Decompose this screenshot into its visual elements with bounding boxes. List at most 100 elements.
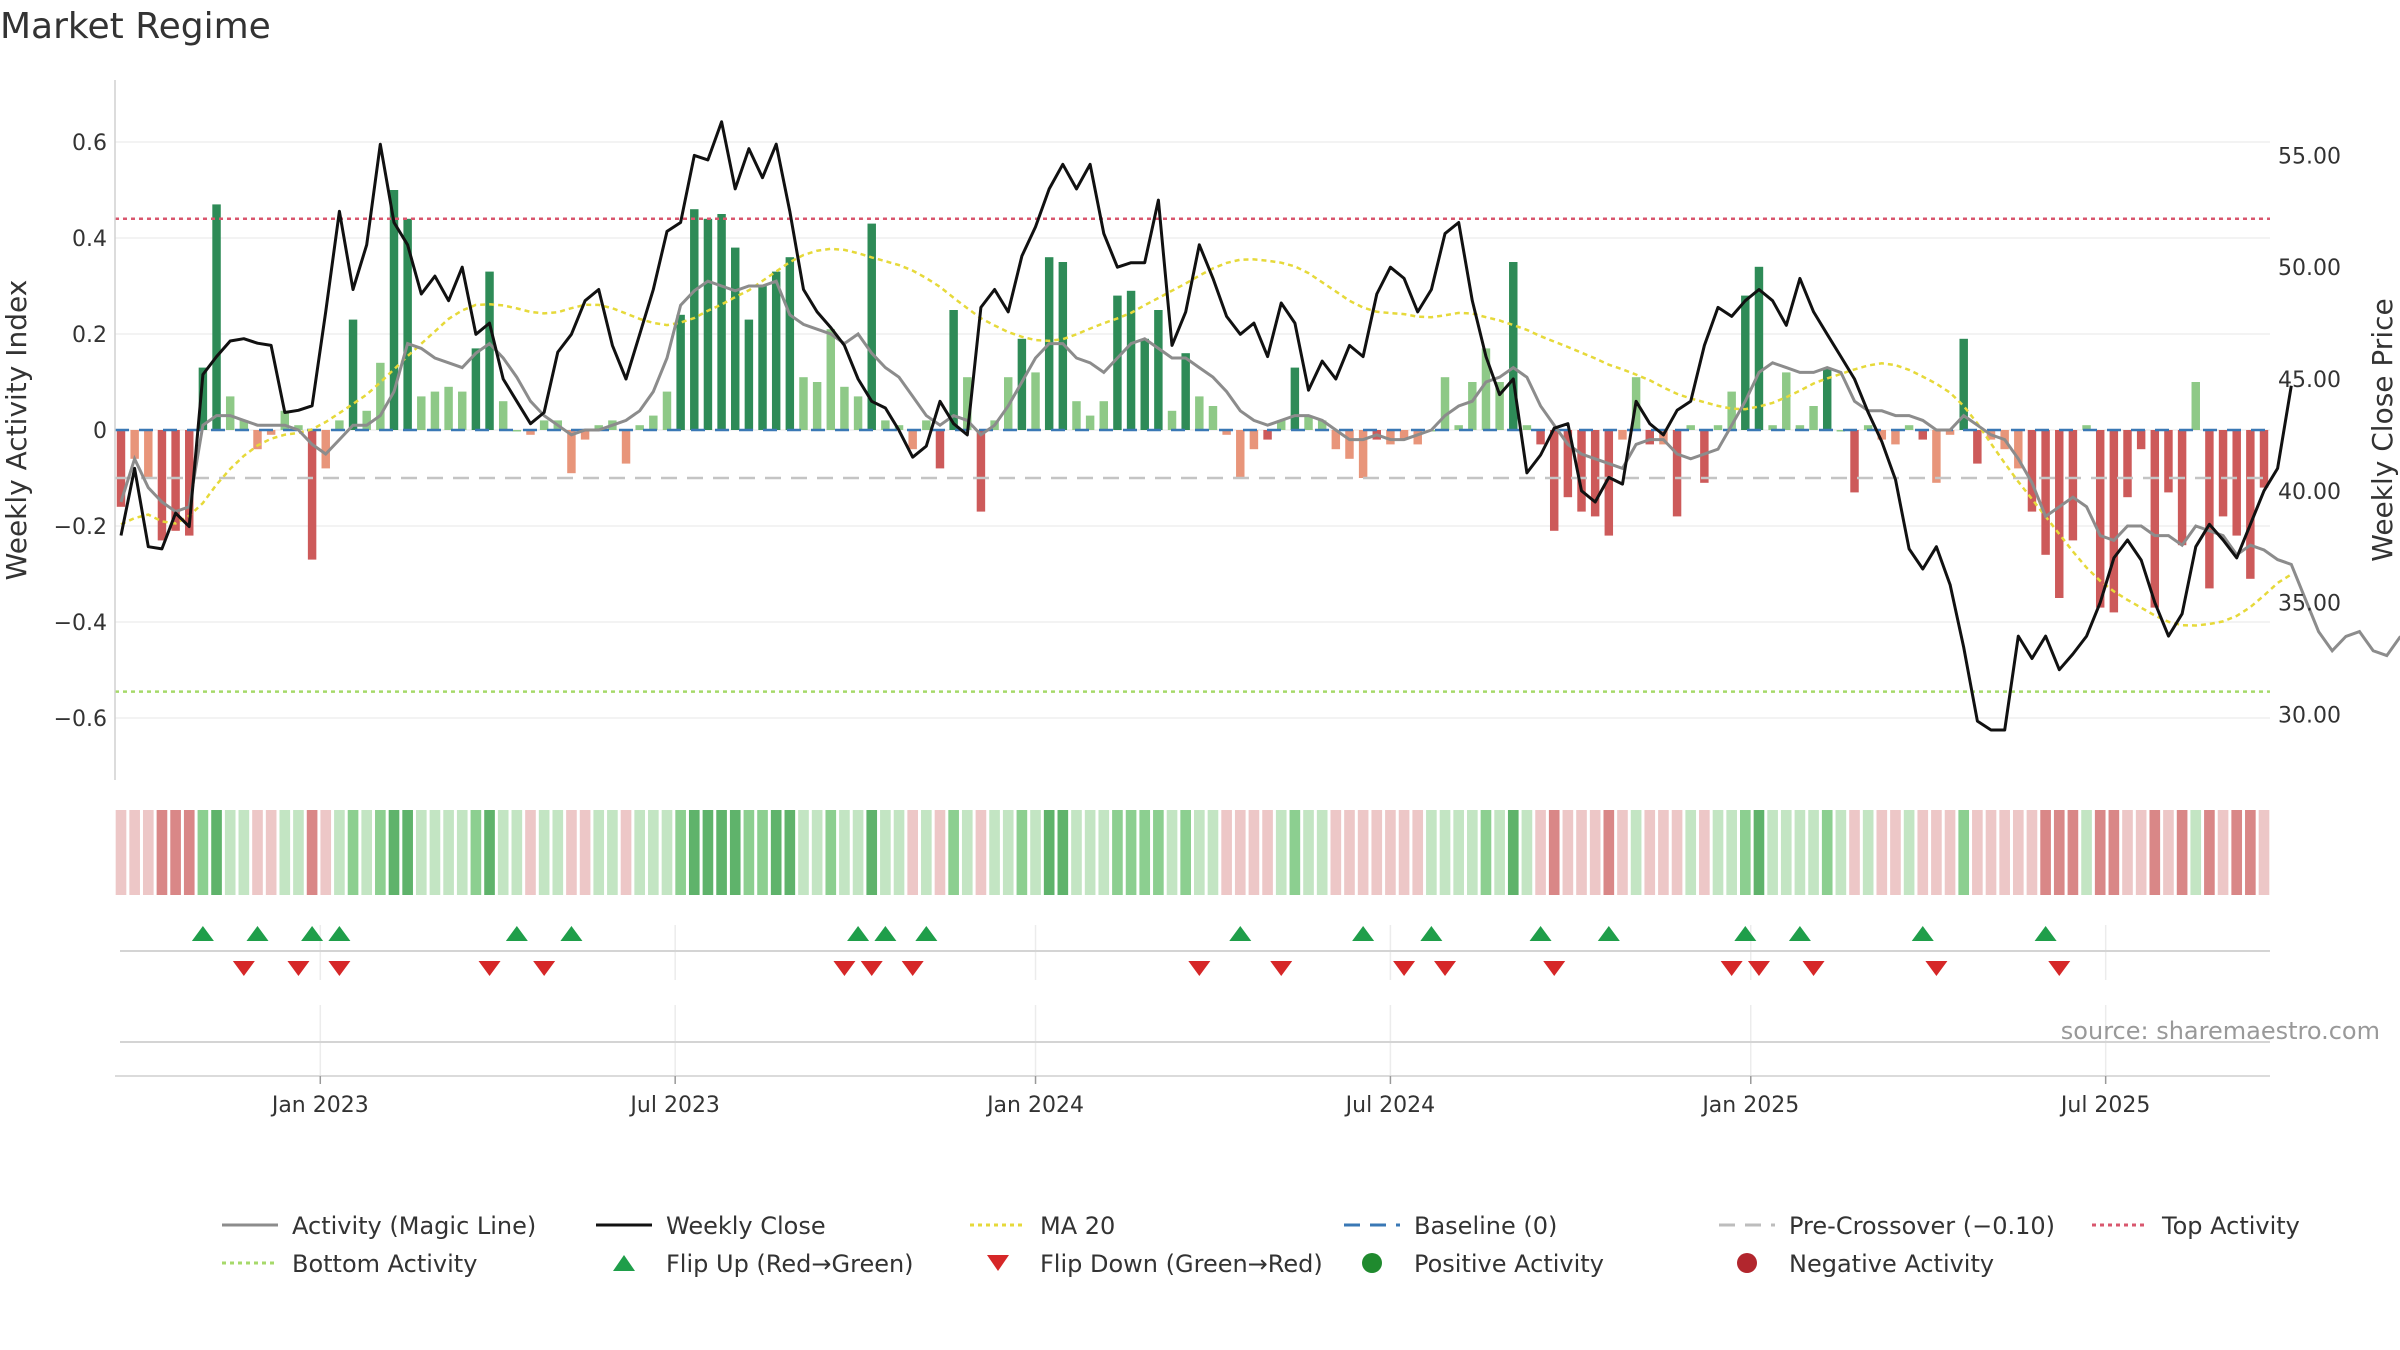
activity-bar xyxy=(1590,430,1600,517)
activity-bar xyxy=(649,415,658,430)
regime-cell xyxy=(729,810,741,895)
activity-bar xyxy=(526,430,535,435)
regime-cell xyxy=(825,810,837,895)
regime-cell xyxy=(1398,810,1410,895)
regime-cell xyxy=(661,810,673,895)
regime-cell xyxy=(1535,810,1546,895)
flip-down-marker xyxy=(1802,961,1825,976)
regime-cell xyxy=(688,810,700,895)
regime-cell xyxy=(893,810,905,895)
regime-cell xyxy=(388,810,400,895)
regime-cell xyxy=(1207,810,1219,895)
activity-bar xyxy=(976,430,986,512)
flip-down-marker xyxy=(901,961,924,976)
activity-bar xyxy=(458,391,467,430)
regime-cell xyxy=(2163,810,2174,895)
flip-up-marker xyxy=(1734,926,1757,941)
activity-bars xyxy=(116,190,2269,613)
regime-cell xyxy=(811,810,823,895)
regime-cell xyxy=(1685,810,1697,895)
activity-bar xyxy=(1181,353,1190,430)
regime-cell xyxy=(1739,810,1751,895)
activity-bar xyxy=(280,410,290,430)
activity-bar xyxy=(2041,430,2050,555)
legend-label: Activity (Magic Line) xyxy=(292,1212,536,1240)
legend-label: Flip Down (Green→Red) xyxy=(1040,1250,1323,1278)
regime-cell xyxy=(989,810,1000,895)
activity-bar xyxy=(157,430,167,541)
activity-bar xyxy=(881,420,890,430)
activity-bar xyxy=(2259,430,2269,488)
activity-bar xyxy=(1126,290,1136,430)
legend-item: Bottom Activity xyxy=(222,1250,477,1278)
regime-cell xyxy=(1808,810,1819,895)
activity-bar xyxy=(471,348,481,430)
regime-cell xyxy=(197,810,209,895)
regime-cell xyxy=(934,810,946,895)
activity-bar xyxy=(1904,425,1914,430)
activity-bar xyxy=(785,257,795,430)
regime-cell xyxy=(1630,810,1642,895)
regime-cell xyxy=(1112,810,1123,895)
regime-cell xyxy=(2122,810,2133,895)
activity-bar xyxy=(253,430,262,450)
flip-down-marker xyxy=(1925,961,1948,976)
y2-tick-label: 30.00 xyxy=(2278,703,2341,728)
activity-bar xyxy=(2246,430,2255,579)
regime-cell xyxy=(1084,810,1096,895)
regime-cell xyxy=(1972,810,1983,895)
axes: 0.6 0.4 0.2 0 −0.2 −0.4 −0.6 55.00 50.00 45.00 40.… xyxy=(54,80,2341,780)
activity-bar xyxy=(1645,430,1654,445)
activity-bar xyxy=(1836,430,1846,432)
regime-cell xyxy=(784,810,796,895)
activity-bar xyxy=(731,247,740,430)
activity-bar xyxy=(1413,430,1422,445)
regime-cell xyxy=(1712,810,1724,895)
regime-cell xyxy=(238,810,250,895)
regime-cell xyxy=(1043,810,1055,895)
activity-bar xyxy=(1099,401,1109,430)
regime-cell xyxy=(1030,810,1041,895)
activity-bar xyxy=(840,386,849,430)
flip-down-marker xyxy=(1270,961,1293,976)
legend-item: Flip Up (Red→Green) xyxy=(613,1250,914,1278)
activity-bar xyxy=(2205,430,2214,589)
reference-lines xyxy=(115,217,2270,693)
activity-bar xyxy=(1822,367,1832,430)
regime-cell xyxy=(1002,810,1014,895)
activity-bar xyxy=(1700,430,1709,483)
flip-up-marker xyxy=(915,926,938,941)
activity-bar xyxy=(2027,430,2037,512)
activity-bar xyxy=(1604,430,1614,536)
activity-bar xyxy=(2123,430,2132,498)
regime-cell xyxy=(1576,810,1587,895)
activity-bar xyxy=(376,362,385,430)
source-note: source: sharemaestro.com xyxy=(2061,1017,2380,1045)
regime-cell xyxy=(497,810,509,895)
weekly-close-line xyxy=(119,120,2293,732)
regime-cell xyxy=(757,810,768,895)
activity-bar xyxy=(1686,425,1695,430)
regime-cell xyxy=(566,810,577,895)
activity-bar xyxy=(1782,372,1791,430)
activity-bar xyxy=(1713,425,1723,430)
regime-cell xyxy=(1548,810,1560,895)
regime-cell xyxy=(839,810,850,895)
activity-bar xyxy=(2191,382,2200,430)
y2-tick-label: 45.00 xyxy=(2278,368,2341,393)
flip-up-marker xyxy=(2034,926,2057,941)
y2-tick-label: 35.00 xyxy=(2278,592,2341,617)
flip-up-marker xyxy=(1788,926,1811,941)
activity-bar xyxy=(348,319,358,430)
regime-cell xyxy=(743,810,755,895)
regime-cell xyxy=(2245,810,2256,895)
flip-down-marker xyxy=(860,961,883,976)
flip-up-marker xyxy=(505,926,528,941)
regime-cell xyxy=(2204,810,2215,895)
activity-bar xyxy=(444,386,453,430)
activity-bar xyxy=(1727,391,1736,430)
regime-cell xyxy=(2040,810,2051,895)
activity-bar xyxy=(1440,377,1450,430)
activity-bar xyxy=(1167,410,1177,430)
